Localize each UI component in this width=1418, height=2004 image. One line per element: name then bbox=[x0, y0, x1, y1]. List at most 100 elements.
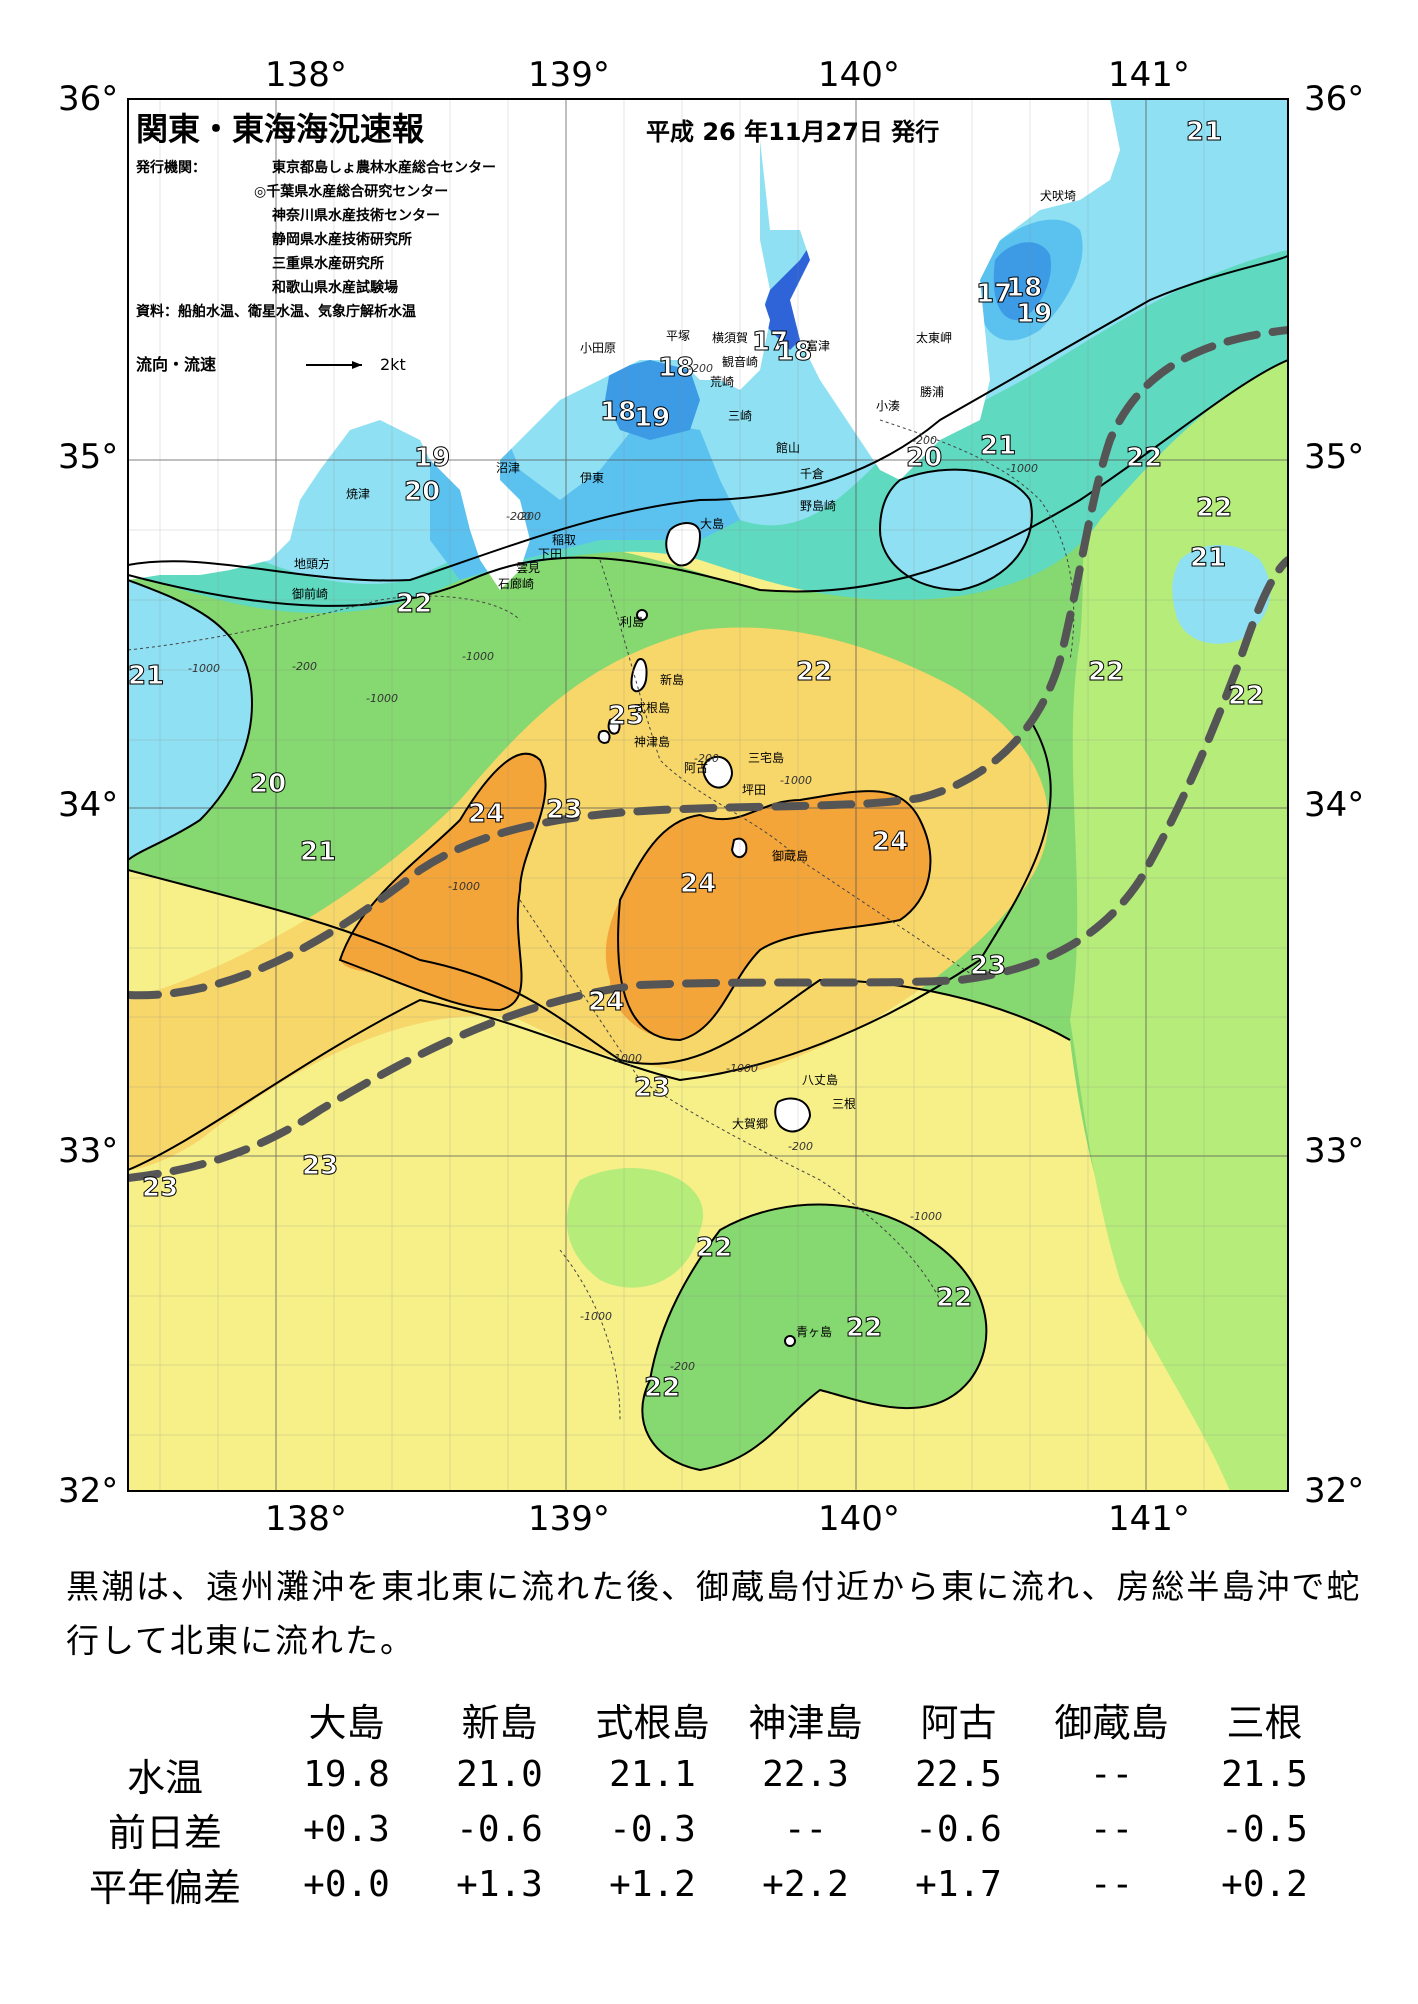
place-arasaki: 荒崎 bbox=[710, 375, 734, 389]
zone-22-south bbox=[642, 1204, 987, 1470]
island-niijima bbox=[630, 658, 648, 693]
place-misaki: 三崎 bbox=[728, 409, 752, 423]
label-21-b: 21 bbox=[1186, 117, 1222, 147]
depth-200-h: -200 bbox=[506, 510, 531, 523]
table-corner bbox=[60, 1692, 270, 1747]
table-cell: +0.0 bbox=[303, 1864, 390, 1905]
summary-text: 黒潮は、遠州灘沖を東北東に流れた後、御蔵島付近から東に流れ、房総半島沖で蛇行して… bbox=[66, 1567, 1362, 1660]
lat-label-35-right: 35° bbox=[1304, 437, 1364, 477]
place-shikinejima: 式根島 bbox=[634, 700, 670, 715]
table-cell: 21.0 bbox=[456, 1754, 543, 1795]
zone-24-west bbox=[340, 753, 546, 1010]
lat-label-36: 36° bbox=[58, 79, 118, 119]
land-miura bbox=[720, 290, 770, 390]
depth-1000-d: -1000 bbox=[780, 774, 812, 787]
longitude-labels-bottom: 138° 139° 140° 141° bbox=[265, 1499, 1190, 1539]
isotherm-24-east bbox=[617, 790, 932, 1042]
lat-label-32: 32° bbox=[58, 1471, 118, 1511]
table-cell: +1.3 bbox=[456, 1864, 543, 1905]
table-row: 平年偏差 +0.0 +1.3 +1.2 +2.2 +1.7 -- +0.2 bbox=[60, 1857, 1341, 1912]
label-24-b: 24 bbox=[872, 827, 908, 857]
label-19-c: 19 bbox=[634, 403, 670, 433]
lon-label-138-bottom: 138° bbox=[265, 1499, 347, 1539]
place-nojimazaki: 野島崎 bbox=[800, 498, 836, 513]
label-21-d: 21 bbox=[128, 661, 164, 691]
issuer-2: ◎千葉県水産総合研究センター bbox=[254, 183, 448, 200]
place-shimoda: 下田 bbox=[538, 547, 562, 561]
lon-label-140: 140° bbox=[818, 55, 900, 95]
station-header: 阿古 bbox=[920, 1701, 997, 1745]
place-kozushima: 神津島 bbox=[634, 734, 670, 749]
zone-20-eddy bbox=[1172, 545, 1271, 644]
depth-labels: -1000 -200 -1000 -200 -1000 -200 -1000 -… bbox=[188, 362, 1038, 1373]
label-17-b: 17 bbox=[976, 279, 1012, 309]
place-futtsu: 富津 bbox=[806, 338, 830, 353]
place-irozaki: 石廊崎 bbox=[498, 576, 534, 591]
issuer-5: 三重県水産研究所 bbox=[272, 255, 384, 272]
depth-200-e: -200 bbox=[788, 1140, 813, 1153]
table-row: 前日差 +0.3 -0.6 -0.3 -- -0.6 -- -0.5 bbox=[60, 1802, 1341, 1857]
label-20-b: 20 bbox=[906, 443, 942, 473]
table-header-row: 大島 新島 式根島 神津島 阿古 御蔵島 三根 bbox=[60, 1692, 1341, 1747]
label-23-f: 23 bbox=[142, 1173, 178, 1203]
lat-label-34: 34° bbox=[58, 785, 118, 825]
station-table: 大島 新島 式根島 神津島 阿古 御蔵島 三根 水温 19.8 21.0 21.… bbox=[60, 1692, 1341, 1912]
table-cell: +0.3 bbox=[303, 1809, 390, 1850]
depth-200-f: -200 bbox=[670, 1360, 695, 1373]
station-header: 三根 bbox=[1226, 1701, 1303, 1745]
place-niijima: 新島 bbox=[660, 672, 684, 687]
isotherm-21 bbox=[128, 359, 1288, 607]
table-cell: -0.3 bbox=[609, 1809, 696, 1850]
label-22-e: 22 bbox=[396, 589, 432, 619]
island-miyakejima bbox=[702, 755, 734, 789]
depth-1000-j: -1000 bbox=[580, 1310, 612, 1323]
label-21-c: 21 bbox=[1190, 543, 1226, 573]
place-omaezaki: 御前崎 bbox=[292, 586, 328, 601]
depth-1000-a: -1000 bbox=[188, 662, 220, 675]
longitude-labels-top: 138° 139° 140° 141° bbox=[265, 55, 1190, 95]
issuer-3: 神奈川県水産技術センター bbox=[272, 207, 440, 224]
island-shikinejima bbox=[607, 718, 621, 735]
lon-label-138: 138° bbox=[265, 55, 347, 95]
flow-scale-value: 2kt bbox=[380, 355, 406, 374]
table-cell: -- bbox=[783, 1809, 828, 1850]
place-ito: 伊東 bbox=[580, 471, 604, 485]
kuroshio-main-north bbox=[128, 326, 1288, 1000]
place-tateyama: 館山 bbox=[776, 440, 800, 455]
label-22-f: 22 bbox=[796, 657, 832, 687]
label-24-c: 24 bbox=[680, 869, 716, 899]
island-kozushima bbox=[597, 730, 611, 744]
row-label: 水温 bbox=[126, 1756, 203, 1800]
issuer-4: 静岡県水産技術研究所 bbox=[272, 231, 412, 248]
flow-arrow-head bbox=[352, 361, 362, 369]
lat-label-32-right: 32° bbox=[1304, 1471, 1364, 1511]
label-23-e: 23 bbox=[302, 1151, 338, 1181]
station-header: 大島 bbox=[308, 1701, 385, 1745]
map-date: 平成 26 年11月27日 発行 bbox=[646, 118, 939, 146]
depth-1000-g: -1000 bbox=[610, 1052, 642, 1065]
island-toshima bbox=[636, 609, 648, 621]
table-cell: -0.6 bbox=[456, 1809, 543, 1850]
label-22-a: 22 bbox=[1126, 443, 1162, 473]
place-hiratsuka: 平塚 bbox=[666, 329, 690, 343]
table-cell: -0.5 bbox=[1221, 1809, 1308, 1850]
lat-label-33-right: 33° bbox=[1304, 1131, 1364, 1171]
lat-label-35: 35° bbox=[58, 437, 118, 477]
depth-1000-b: -1000 bbox=[366, 692, 398, 705]
issuer-6: 和歌山県水産試験場 bbox=[272, 279, 398, 296]
station-header: 御蔵島 bbox=[1054, 1701, 1169, 1745]
map-header: 関東・東海海況速報 平成 26 年11月27日 発行 発行機関： 東京都島しょ農… bbox=[135, 110, 939, 374]
zone-22-sw bbox=[566, 1168, 704, 1288]
table-cell: -0.6 bbox=[915, 1809, 1002, 1850]
depth-200-a: -200 bbox=[292, 660, 317, 673]
isotherm-22-south bbox=[641, 1203, 988, 1472]
label-22-c: 22 bbox=[1088, 657, 1124, 687]
lon-label-141: 141° bbox=[1108, 55, 1190, 95]
table-cell: -- bbox=[1089, 1864, 1134, 1905]
issuer-1: 東京都島しょ農林水産総合センター bbox=[272, 159, 496, 176]
label-24-d: 24 bbox=[588, 987, 624, 1017]
label-21-a: 21 bbox=[980, 431, 1016, 461]
place-ako: 阿古 bbox=[684, 760, 708, 775]
table-cell: +2.2 bbox=[762, 1864, 849, 1905]
place-jitogata: 地頭方 bbox=[294, 556, 330, 571]
